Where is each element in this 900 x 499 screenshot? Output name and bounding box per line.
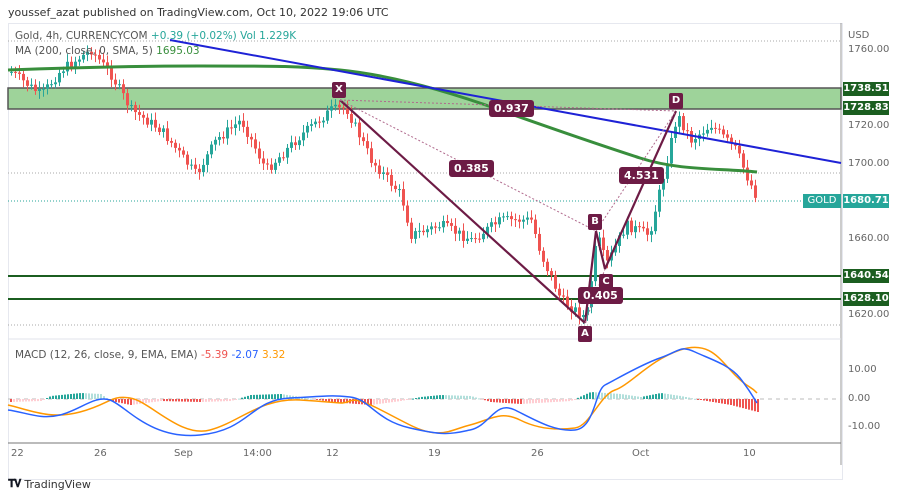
- pattern-point-a[interactable]: A: [578, 326, 592, 342]
- macd-tick: -10.00: [848, 421, 881, 432]
- symbol-legend[interactable]: Gold, 4h, CURRENCYCOM +0.39 (+0.02%) Vol…: [15, 30, 296, 42]
- macd-tick: 0.00: [848, 393, 871, 404]
- time-tick: 26: [531, 448, 544, 459]
- time-tick: 12: [326, 448, 339, 459]
- currency-label: USD: [848, 30, 870, 41]
- pattern-point-x[interactable]: X: [332, 82, 346, 98]
- price-tag-support-1: 1640.54: [843, 269, 889, 283]
- price-tag-zone-top: 1738.51: [843, 82, 889, 96]
- symbol-tag: GOLD: [803, 194, 841, 208]
- price-tick: 1760.00: [848, 44, 890, 55]
- pattern-point-b[interactable]: B: [588, 214, 602, 230]
- ratio-cd[interactable]: 4.531: [619, 167, 664, 184]
- price-tick: 1660.00: [848, 233, 890, 244]
- price-change: +0.39 (+0.02%): [150, 30, 237, 42]
- price-tick: 1620.00: [848, 309, 890, 320]
- time-tick: 22: [11, 448, 24, 459]
- symbol-name: Gold, 4h, CURRENCYCOM: [15, 30, 148, 42]
- ma200-line[interactable]: [7, 64, 758, 174]
- macd-histogram: [10, 392, 759, 412]
- time-tick: 19: [428, 448, 441, 459]
- tradingview-logo-icon: 𝐓𝐕: [8, 477, 21, 490]
- price-tick: 1720.00: [848, 120, 890, 131]
- volume: Vol 1.229K: [240, 30, 297, 42]
- price-tick: 1700.00: [848, 158, 890, 169]
- time-tick: 14:00: [243, 448, 272, 459]
- ratio-ab[interactable]: 0.385: [449, 160, 494, 177]
- ratio-xb[interactable]: 0.937: [489, 100, 534, 117]
- time-tick: Oct: [632, 448, 650, 459]
- macd-legend[interactable]: MACD (12, 26, close, 9, EMA, EMA) -5.39 …: [15, 349, 285, 361]
- macd-label: MACD (12, 26, close, 9, EMA, EMA): [15, 349, 198, 361]
- footer: 𝐓𝐕 TradingView: [8, 477, 91, 491]
- price-tag-zone-bottom: 1728.83: [843, 101, 889, 115]
- time-tick: Sep: [174, 448, 193, 459]
- ma-value: 1695.03: [156, 45, 200, 57]
- price-tag-support-2: 1628.10: [843, 292, 889, 306]
- pattern-point-d[interactable]: D: [669, 93, 683, 109]
- ma-legend[interactable]: MA (200, close, 0, SMA, 5) 1695.03: [15, 45, 200, 57]
- ma-label: MA (200, close, 0, SMA, 5): [15, 45, 153, 57]
- macd-hist-value: -5.39: [200, 349, 229, 361]
- macd-line-value: -2.07: [231, 349, 259, 361]
- time-tick: 26: [94, 448, 107, 459]
- resistance-zone[interactable]: [7, 87, 842, 110]
- publisher-line: youssef_azat published on TradingView.co…: [8, 6, 389, 19]
- time-tick: 10: [743, 448, 756, 459]
- macd-signal-value: 3.32: [261, 349, 286, 361]
- ratio-bc[interactable]: 0.405: [578, 287, 623, 304]
- current-price-tag: 1680.71: [843, 194, 889, 208]
- brand-name: TradingView: [24, 477, 91, 491]
- macd-tick: 10.00: [848, 364, 877, 375]
- macd-line: [7, 348, 758, 437]
- candlesticks: [10, 45, 757, 325]
- pattern-point-c[interactable]: C: [599, 274, 613, 290]
